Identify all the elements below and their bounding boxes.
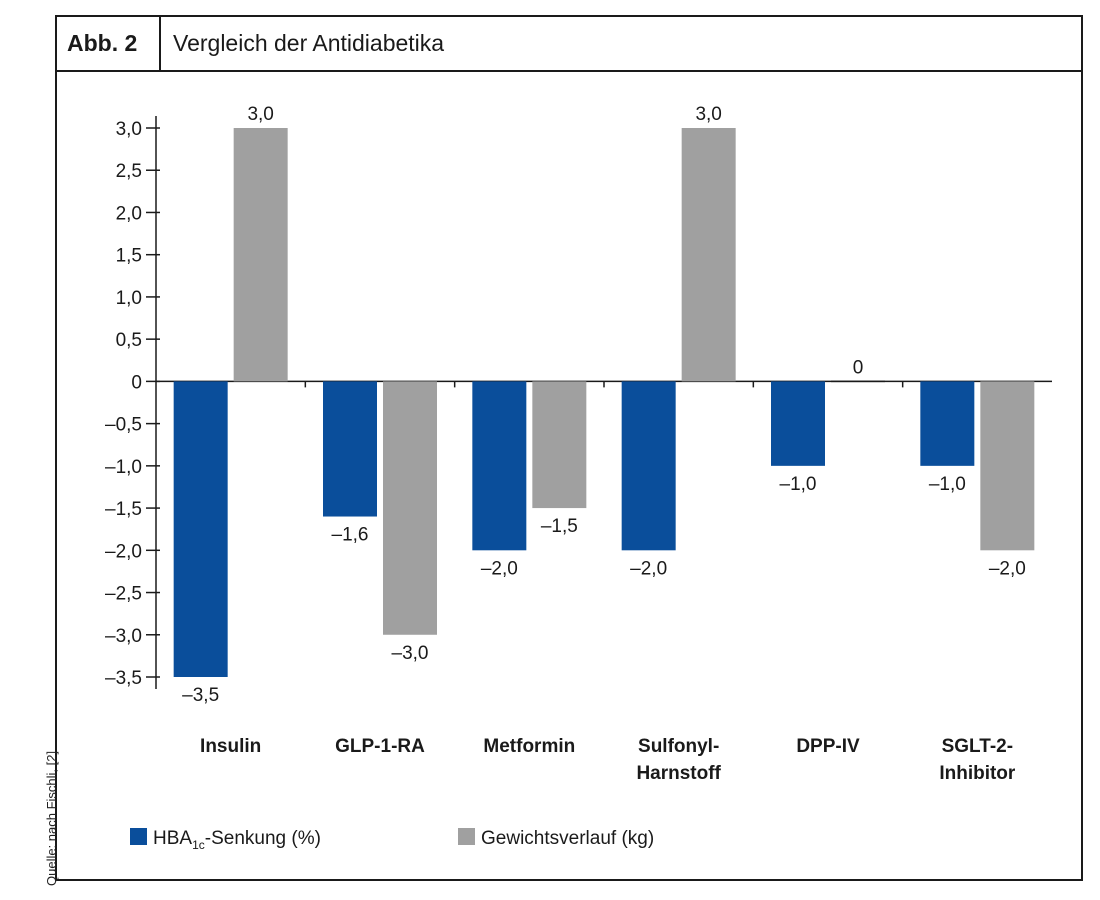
legend-swatch: [458, 828, 475, 845]
category-label: Sulfonyl-: [638, 736, 719, 757]
y-tick-label: 2,0: [116, 203, 142, 224]
y-tick-label: –2,5: [105, 584, 142, 605]
bar: [173, 381, 228, 677]
data-label: –1,5: [541, 516, 578, 537]
bar: [771, 381, 825, 466]
data-label: –2,0: [630, 558, 667, 579]
category-label: DPP-IV: [796, 736, 860, 757]
bar: [383, 381, 437, 635]
y-tick-label: 0,5: [116, 330, 142, 351]
bar: [233, 128, 288, 382]
figure-header: Abb. 2 Vergleich der Antidiabetika: [57, 17, 1081, 72]
category-label: Insulin: [200, 736, 261, 757]
bar: [472, 381, 527, 551]
category-label: Harnstoff: [636, 763, 721, 784]
category-label: SGLT-2-: [942, 736, 1013, 757]
figure-frame: Abb. 2 Vergleich der Antidiabetika: [55, 15, 1083, 881]
data-label: –1,0: [780, 474, 817, 495]
data-label: –3,5: [182, 685, 219, 706]
y-tick-label: –2,0: [105, 541, 142, 562]
y-tick-label: –1,0: [105, 457, 142, 478]
y-tick-label: –1,5: [105, 499, 142, 520]
data-label: –2,0: [989, 558, 1026, 579]
data-label: 0: [853, 357, 864, 378]
figure-title: Vergleich der Antidiabetika: [173, 30, 445, 56]
data-label: 3,0: [695, 104, 721, 125]
category-label: Metformin: [483, 736, 575, 757]
y-tick-label: –3,0: [105, 626, 142, 647]
y-tick-label: –3,5: [105, 668, 142, 689]
data-label: –1,0: [929, 474, 966, 495]
bar: [980, 381, 1035, 551]
bar: [920, 381, 975, 466]
y-tick-label: 0: [131, 372, 142, 393]
data-label: –1,6: [332, 525, 369, 546]
data-label: –2,0: [481, 558, 518, 579]
bar: [681, 128, 736, 382]
y-tick-label: 1,0: [116, 288, 142, 309]
data-label: 3,0: [247, 104, 273, 125]
y-tick-label: 2,5: [116, 161, 142, 182]
figure-label: Abb. 2: [57, 17, 161, 70]
legend-label: Gewichtsverlauf (kg): [481, 828, 654, 849]
bar: [532, 381, 587, 509]
y-tick-label: 1,5: [116, 246, 142, 267]
bar: [323, 381, 377, 517]
legend-swatch: [130, 828, 147, 845]
category-label: GLP-1-RA: [335, 736, 425, 757]
legend-label: HBA1c-Senkung (%): [153, 828, 321, 852]
data-label: –3,0: [392, 643, 429, 664]
y-tick-label: 3,0: [116, 119, 142, 140]
bar: [621, 381, 676, 551]
category-label: Inhibitor: [939, 763, 1016, 784]
y-tick-label: –0,5: [105, 415, 142, 436]
